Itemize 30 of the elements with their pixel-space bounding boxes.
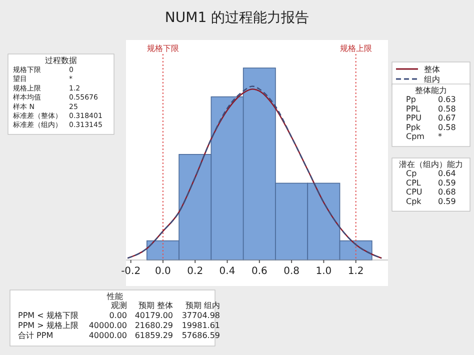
x-tick-label: 0.6: [251, 266, 268, 277]
text: Pp 0.63: [406, 95, 456, 104]
text: PPU 0.67: [406, 114, 456, 123]
x-tick-label: 0.0: [155, 266, 171, 277]
text: CPU 0.68: [406, 188, 456, 197]
text: 观测 预期 整体 预期 组内: [111, 301, 220, 310]
x-tick-label: -0.2: [121, 266, 141, 277]
legend-label: 整体: [424, 65, 440, 74]
text: Cp 0.64: [406, 169, 456, 178]
text: 整体能力: [415, 86, 447, 95]
text: Ppk 0.58: [406, 122, 456, 132]
text: 过程数据: [45, 56, 77, 65]
x-tick-label: 0.4: [219, 266, 236, 277]
ref-line-label: 规格下限: [146, 44, 179, 53]
text: Cpm *: [406, 132, 442, 142]
text: 性能: [106, 292, 123, 301]
text: PPM > 规格上限 40000.00 21680.29 19981.61: [18, 321, 220, 330]
x-tick-label: 1.0: [316, 266, 332, 277]
text: Cpk 0.59: [406, 196, 456, 206]
x-tick-label: 1.2: [348, 266, 364, 277]
x-tick-label: 0.8: [284, 266, 300, 277]
x-tick-label: 0.2: [187, 266, 204, 277]
text: PPL 0.58: [406, 104, 456, 114]
chart-title: NUM1 的过程能力报告: [164, 10, 310, 26]
legend-label: 组内: [424, 75, 440, 84]
ref-line-label: 规格上限: [340, 44, 372, 53]
text: 合计 PPM 40000.00 61859.29 57686.59: [18, 331, 220, 340]
text: PPM < 规格下限 0.00 40179.00 37704.98: [18, 311, 220, 320]
text: 潜在（组内）能力: [399, 160, 463, 169]
text: CPL 0.59: [406, 178, 456, 188]
